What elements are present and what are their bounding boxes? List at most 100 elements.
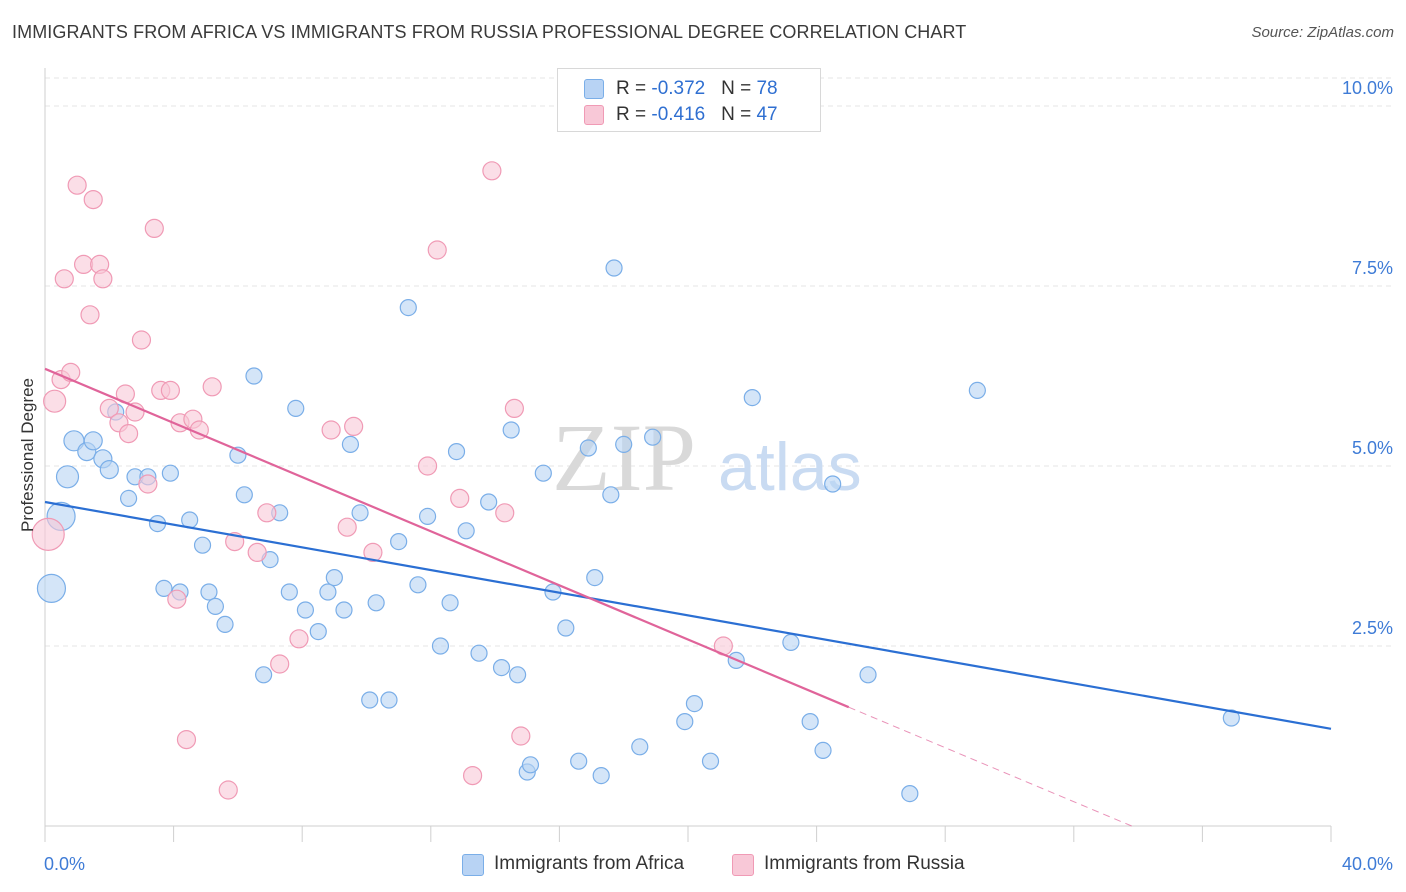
russia-point [482, 161, 502, 181]
legend-swatch-russia [584, 105, 604, 125]
africa-point [83, 431, 103, 451]
africa-point [447, 443, 466, 461]
africa-point [255, 666, 273, 684]
russia-point [138, 474, 158, 494]
legend-n-label: N = [721, 78, 757, 99]
africa-point [309, 622, 327, 641]
russia-point [450, 488, 470, 508]
africa-point [280, 583, 298, 601]
africa-point [119, 489, 138, 507]
y-tick-label: 2.5% [1352, 618, 1393, 638]
africa-point [380, 691, 398, 709]
africa-point [901, 784, 919, 803]
africa-point [319, 583, 337, 601]
russia-point [167, 589, 187, 609]
africa-point [361, 691, 379, 709]
africa-point [586, 568, 604, 587]
russia-point [247, 542, 267, 563]
africa-point [206, 597, 224, 616]
africa-point [492, 658, 511, 677]
africa-point [245, 367, 263, 385]
russia-point [83, 190, 103, 210]
russia-point [93, 269, 113, 289]
africa-point [367, 594, 385, 612]
axis-layer [44, 68, 1332, 842]
y-tick-label: 10.0% [1342, 78, 1393, 98]
legend-n-label: N = [721, 104, 757, 125]
watermark: ZIP atlas [552, 404, 862, 511]
watermark-zip: ZIP [552, 404, 696, 511]
russia-point [289, 629, 309, 649]
watermark-atlas: atlas [718, 429, 862, 505]
tick-labels: 2.5% 5.0% 7.5% 10.0% 0.0% 40.0% [44, 78, 1393, 874]
africa-point [193, 536, 212, 554]
africa-point [287, 399, 305, 417]
africa-point [235, 486, 253, 504]
africa-point [509, 666, 527, 684]
russia-point [54, 269, 74, 289]
chart-source: Source: ZipAtlas.com [1251, 24, 1394, 41]
grid-layer [45, 77, 1394, 647]
africa-point [814, 741, 832, 760]
africa-point [325, 568, 343, 587]
stats-legend: R = -0.372 N = 78 R = -0.416 N = 47 [557, 68, 821, 132]
africa-point [685, 694, 704, 713]
russia-point [337, 517, 357, 537]
russia-point [131, 330, 152, 350]
africa-point [200, 583, 218, 601]
russia-point [118, 424, 139, 444]
russia-point [73, 254, 94, 274]
africa-point [216, 615, 234, 634]
x-tick-label: 40.0% [1342, 854, 1393, 874]
africa-point [534, 464, 552, 482]
africa-point [801, 712, 819, 731]
russia-point [99, 398, 119, 418]
bottom-legend-label-russia: Immigrants from Russia [764, 853, 965, 874]
africa-point [570, 752, 588, 770]
africa-point [782, 633, 800, 652]
russia-trend-extension [848, 706, 1132, 827]
russia-point [344, 416, 364, 436]
chart-title: IMMIGRANTS FROM AFRICA VS IMMIGRANTS FRO… [12, 22, 967, 42]
russia-point [144, 218, 164, 238]
africa-point [55, 465, 80, 489]
africa-point [99, 460, 119, 480]
bottom-legend-label-africa: Immigrants from Africa [494, 853, 685, 874]
africa-point [431, 637, 450, 655]
africa-point [557, 619, 575, 637]
africa-point [615, 435, 633, 453]
africa-point [390, 532, 408, 551]
africa-point [602, 486, 620, 504]
russia-point [495, 503, 515, 523]
russia-point [31, 517, 65, 552]
russia-point [427, 240, 447, 260]
africa-point [441, 594, 459, 612]
africa-point [36, 573, 67, 604]
africa-point [399, 299, 417, 317]
russia-point [160, 380, 180, 400]
africa-point [161, 464, 179, 482]
africa-point [1222, 709, 1240, 727]
russia-trend-line [44, 367, 850, 709]
russia-point [176, 729, 197, 750]
africa-point [470, 644, 488, 662]
africa-point [592, 766, 610, 785]
legend-r-value: -0.372 [651, 78, 706, 99]
russia-point [218, 780, 238, 800]
africa-point [743, 389, 761, 407]
africa-point [859, 666, 877, 684]
russia-point [80, 305, 100, 325]
bottom-legend-swatch-russia [732, 854, 754, 876]
africa-point [409, 576, 427, 594]
russia-point [462, 765, 483, 786]
africa-point [521, 756, 540, 774]
africa-point [335, 601, 353, 619]
russia-point [43, 389, 67, 413]
legend-n-value: 47 [756, 104, 778, 125]
africa-point [351, 504, 369, 522]
trend-layer [44, 367, 1332, 827]
points-layer [31, 161, 1240, 803]
africa-point [418, 507, 437, 526]
russia-point [270, 654, 290, 674]
